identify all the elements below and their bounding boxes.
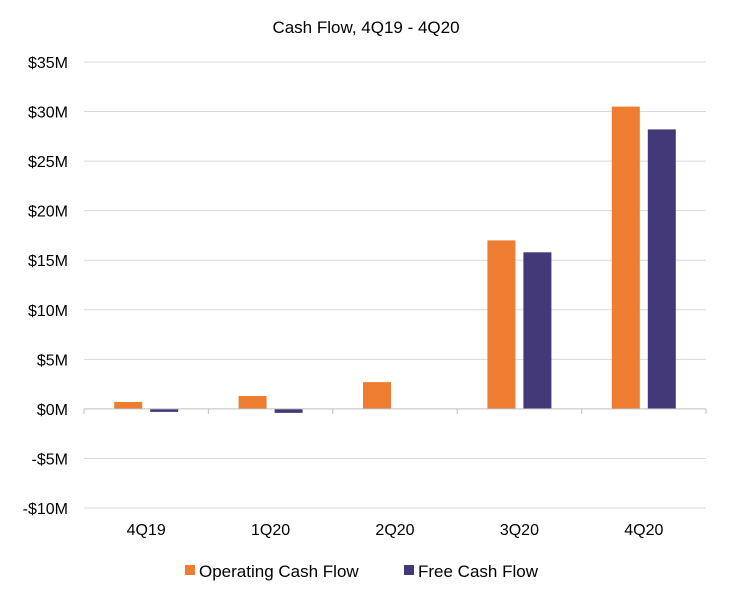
y-tick-label: $20M — [28, 204, 68, 221]
bars — [114, 106, 676, 413]
y-axis-ticks: $35M $30M $25M $20M $15M $10M $5M $0M -$5M -$10M — [23, 55, 68, 518]
gridlines — [84, 61, 706, 509]
legend-swatch-operating-cash-flow — [185, 565, 195, 575]
legend-swatch-free-cash-flow — [404, 565, 414, 575]
bar-free-cash-flow-4q20 — [647, 129, 676, 409]
bar-operating-cash-flow-2q20 — [363, 382, 391, 409]
x-axis — [83, 408, 707, 414]
x-tick-label: 4Q20 — [624, 522, 663, 539]
bar-operating-cash-flow-1q20 — [238, 396, 267, 409]
bar-free-cash-flow-3q20 — [523, 252, 552, 409]
y-tick-label: $0M — [37, 402, 68, 419]
x-axis-ticks: 4Q19 1Q20 2Q20 3Q20 4Q20 — [127, 522, 664, 539]
x-tick-label: 4Q19 — [127, 522, 166, 539]
y-tick-label: $5M — [37, 352, 68, 369]
legend: Operating Cash Flow Free Cash Flow — [185, 562, 539, 581]
y-tick-label: $25M — [28, 154, 68, 171]
y-tick-label: $15M — [28, 253, 68, 270]
y-tick-label: $35M — [28, 55, 68, 72]
legend-label-free-cash-flow: Free Cash Flow — [418, 562, 539, 581]
y-tick-label: -$10M — [23, 501, 68, 518]
bar-free-cash-flow-1q20 — [274, 408, 303, 413]
y-tick-label: $30M — [28, 105, 68, 122]
x-tick-label: 2Q20 — [375, 522, 414, 539]
x-tick-label: 1Q20 — [251, 522, 290, 539]
bar-operating-cash-flow-4q19 — [114, 401, 143, 409]
y-tick-label: -$5M — [32, 451, 68, 468]
bar-free-cash-flow-4q19 — [150, 408, 179, 412]
bar-operating-cash-flow-3q20 — [487, 240, 516, 409]
bar-operating-cash-flow-4q20 — [611, 106, 640, 409]
x-tick-label: 3Q20 — [500, 522, 539, 539]
legend-label-operating-cash-flow: Operating Cash Flow — [199, 562, 359, 581]
chart-title: Cash Flow, 4Q19 - 4Q20 — [272, 18, 459, 37]
y-tick-label: $10M — [28, 303, 68, 320]
